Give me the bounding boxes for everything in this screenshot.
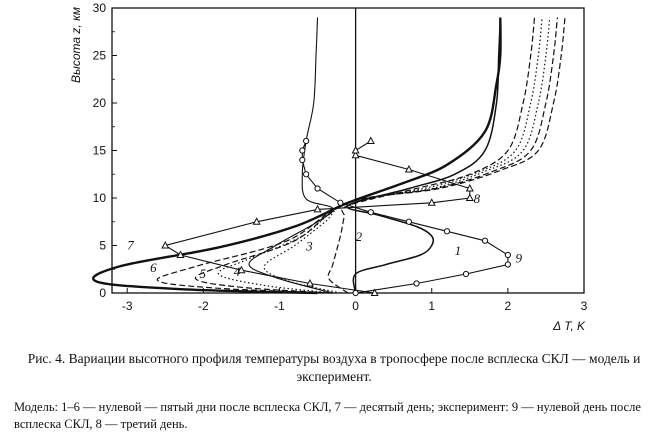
y-tick-label: 30 — [93, 1, 107, 15]
x-tick-label: 2 — [505, 299, 512, 313]
series-8-marker — [404, 164, 413, 173]
y-tick-label: 25 — [93, 49, 107, 63]
series-line-2 — [327, 17, 536, 294]
x-tick-label: -3 — [122, 299, 133, 313]
series-label-4: 4 — [234, 264, 241, 279]
series-9-marker — [504, 251, 511, 259]
series-line-thin — [248, 17, 334, 294]
series-8-marker — [370, 288, 379, 296]
series-9-marker — [481, 237, 489, 244]
series-8-marker — [305, 278, 314, 287]
series-9-marker — [299, 156, 306, 164]
x-tick-label: 0 — [352, 299, 359, 313]
series-9-marker — [504, 261, 511, 268]
series-label-6: 6 — [150, 260, 157, 275]
figure-caption-title: Рис. 4. Вариации высотного профиля темпе… — [27, 351, 641, 384]
y-tick-label: 20 — [93, 96, 107, 110]
series-9-marker — [352, 289, 359, 297]
series-label-7: 7 — [127, 237, 134, 252]
y-tick-label: 10 — [93, 191, 107, 205]
series-8-marker — [351, 145, 360, 154]
series-9-marker — [367, 209, 374, 216]
labels-layer: 1 2 3 4 5 6 7 8 9 — [127, 191, 522, 281]
series-9-marker — [337, 199, 344, 206]
plot-border — [111, 7, 585, 294]
series-8-marker — [366, 136, 375, 144]
series-label-8: 8 — [474, 191, 481, 206]
series-8-marker — [237, 265, 246, 274]
series-8-marker — [176, 250, 185, 258]
plot-frame — [111, 7, 585, 294]
series-8-marker — [465, 193, 474, 201]
series-9-marker — [314, 185, 321, 192]
series-label-1: 1 — [455, 243, 462, 258]
series-9-marker — [462, 270, 470, 278]
series-line-6 — [156, 17, 566, 294]
series-9-marker — [299, 147, 306, 154]
series-line-3 — [263, 17, 543, 294]
series-9-marker — [303, 171, 310, 178]
series-8-marker — [427, 198, 436, 206]
series-8-marker — [252, 217, 261, 225]
x-tick-label: 1 — [428, 299, 435, 313]
y-tick-label: 0 — [99, 286, 106, 300]
series-9-marker — [405, 218, 413, 225]
x-tick-label: -2 — [198, 299, 209, 313]
series-label-3: 3 — [305, 238, 313, 253]
series-9-marker — [303, 137, 310, 145]
figure-caption-legend: Модель: 1–6 — нулевой — пятый дни после … — [14, 400, 641, 431]
series-8-marker — [161, 240, 170, 249]
x-tick-label: 3 — [581, 299, 588, 313]
series-line-8 — [163, 140, 471, 294]
series-9-marker — [413, 280, 420, 287]
y-axis-label: Высота z, км — [69, 7, 83, 83]
x-axis-label: Δ T, K — [552, 319, 586, 333]
series-line-1 — [346, 17, 502, 294]
series-label-5: 5 — [200, 266, 207, 281]
series-line-9 — [301, 140, 509, 294]
series-label-2: 2 — [356, 229, 363, 244]
series-8-marker — [465, 183, 474, 192]
series-8-marker — [351, 150, 360, 159]
series-8-marker — [313, 204, 322, 213]
series-9-marker — [443, 228, 451, 235]
x-tick-label: -1 — [274, 299, 285, 313]
series-layer — [92, 17, 566, 297]
y-tick-label: 15 — [93, 144, 107, 158]
y-tick-label: 5 — [99, 239, 106, 253]
series-label-9: 9 — [515, 251, 522, 266]
series-line-7 — [92, 17, 502, 295]
